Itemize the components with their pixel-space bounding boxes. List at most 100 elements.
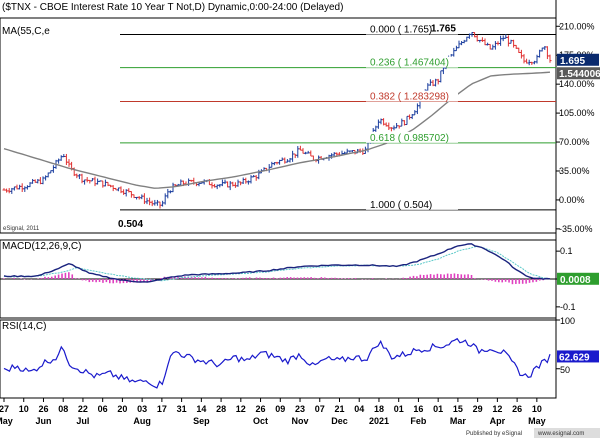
x-tick-label: 12 [236, 404, 246, 414]
price-bar [41, 176, 45, 185]
x-tick-label: 22 [78, 404, 88, 414]
price-bar [376, 119, 380, 129]
price-bar [496, 41, 500, 46]
price-bar [145, 197, 149, 205]
rsi-line [3, 337, 551, 389]
price-bar [278, 159, 282, 165]
x-tick-label: 29 [473, 404, 483, 414]
price-bar [90, 178, 94, 182]
macd-last-tag-bg [557, 272, 599, 285]
fib-level-label: 0.618 ( 0.985702) [370, 133, 449, 144]
x-tick-label: 23 [295, 404, 305, 414]
price-bar [535, 54, 539, 64]
price-y-tick-label: -35.00% [559, 224, 593, 234]
price-bar [246, 180, 250, 185]
price-bar [46, 172, 50, 178]
x-axis: 27 10 26 08 22 06 20 03 17 31 14 28 12 26 09 23 07 21 04 18… [0, 398, 546, 426]
price-y-tick-label: 105.00% [559, 108, 595, 118]
x-month-label: May [0, 416, 13, 426]
price-bar [405, 115, 409, 126]
price-bar [137, 196, 141, 200]
x-month-label: Feb [410, 416, 427, 426]
footer: Published by eSignal www.esignal.com [466, 428, 600, 438]
footer-site: www.esignal.com [537, 431, 584, 437]
price-bar [135, 196, 139, 200]
price-bar [293, 153, 297, 159]
x-tick-label: 07 [315, 404, 325, 414]
price-bar [345, 148, 349, 154]
price-bar [252, 175, 256, 178]
price-bar [150, 200, 154, 207]
x-tick-label: 06 [98, 404, 108, 414]
rsi-pane: 100 50 RSI(14,C) 62.629 [0, 316, 599, 399]
x-tick-label: 31 [177, 404, 187, 414]
price-bar [129, 191, 133, 198]
rsi-last-tag-bg [557, 350, 599, 363]
rsi-pane-title: RSI(14,C) [2, 321, 46, 332]
fib-label-bg [366, 198, 458, 210]
price-bar [83, 179, 87, 185]
price-bar [140, 194, 144, 200]
price-bar [85, 177, 89, 183]
x-tick-label: 26 [38, 404, 48, 414]
price-bar [460, 41, 464, 46]
price-bar [350, 150, 354, 153]
x-tick-label: 09 [275, 404, 285, 414]
x-tick-label: 12 [492, 404, 502, 414]
price-bar [64, 153, 68, 166]
price-y-tick-label: 35.00% [559, 166, 590, 176]
price-bar [77, 174, 81, 180]
price-bar [218, 184, 222, 188]
price-bar [49, 170, 53, 174]
price-bar [231, 181, 235, 187]
price-bar [254, 175, 258, 181]
price-bar [519, 49, 523, 59]
price-bar [44, 175, 48, 181]
price-bar [506, 35, 510, 47]
copyright-label: eSignal, 2011 [3, 226, 40, 232]
price-bar [28, 182, 32, 188]
price-bar [413, 110, 417, 116]
price-bar [397, 125, 401, 129]
price-bar [392, 125, 396, 131]
price-bar [101, 180, 105, 188]
price-bar [20, 183, 24, 192]
price-bar [200, 182, 204, 184]
price-bar [538, 49, 542, 58]
low-price-label: 0.504 [118, 219, 143, 230]
price-y-tick-label: 140.00% [559, 79, 595, 89]
price-pane-title: ($TNX - CBOE Interest Rate 10 Year T Not… [2, 2, 343, 13]
price-bar [452, 47, 456, 58]
price-y-tick-label: 70.00% [559, 137, 590, 147]
x-month-label: Sep [193, 416, 210, 426]
price-bar [465, 36, 469, 42]
macd-y-tick-label: 0.1 [560, 246, 573, 256]
price-bar [501, 35, 505, 42]
price-bar [148, 197, 152, 206]
price-bar [15, 184, 19, 190]
price-bar [103, 179, 107, 187]
price-bar [395, 123, 399, 129]
x-month-label: Aug [133, 416, 151, 426]
price-bar [18, 184, 22, 190]
price-bar [439, 70, 443, 83]
price-bar [434, 78, 438, 87]
price-bar [31, 178, 35, 184]
price-bar [111, 185, 115, 192]
price-bar [12, 186, 16, 191]
x-tick-label: 10 [532, 404, 542, 414]
price-bar [23, 186, 27, 192]
x-tick-label: 01 [394, 404, 404, 414]
price-bar [527, 59, 531, 66]
price-bar [309, 150, 313, 157]
price-bar [80, 173, 84, 184]
price-bar [304, 151, 308, 155]
price-bar [36, 178, 40, 184]
price-bar [106, 181, 110, 187]
price-bar [132, 194, 136, 199]
x-tick-label: 27 [0, 404, 9, 414]
price-y-tick-label: 0.00% [559, 195, 585, 205]
price-bar [2, 188, 6, 191]
